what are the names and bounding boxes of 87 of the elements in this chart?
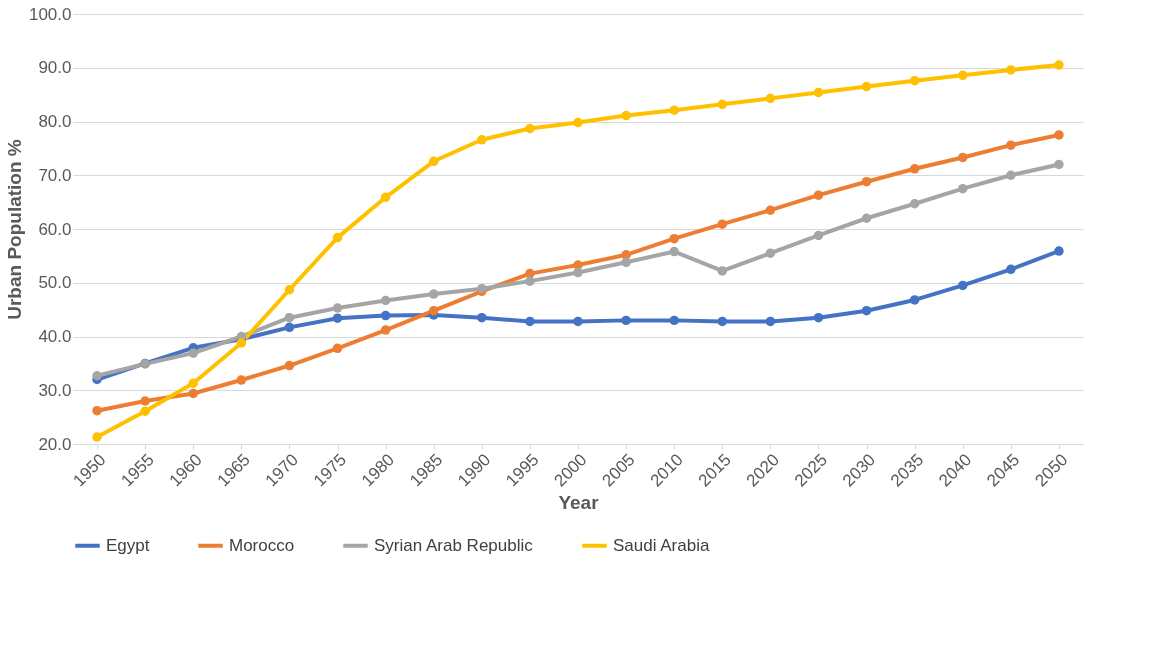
point (669, 233, 679, 244)
legend-label: Egypt (106, 535, 150, 555)
point (1054, 60, 1064, 70)
point (428, 156, 439, 167)
point (717, 99, 728, 110)
point (140, 396, 150, 406)
point (380, 325, 391, 335)
point (909, 75, 920, 86)
point (958, 183, 968, 194)
point (909, 295, 920, 305)
point (188, 388, 198, 399)
point (861, 81, 872, 92)
point (669, 246, 679, 257)
point (236, 375, 247, 385)
point (284, 322, 295, 333)
y-tick-label: 90.0 (38, 58, 72, 78)
y-tick-label: 70.0 (38, 165, 72, 185)
point (813, 190, 824, 200)
point (861, 176, 872, 187)
y-axis-title: Urban Population % (3, 139, 25, 320)
point (332, 313, 343, 323)
point (332, 343, 343, 354)
y-tick-label: 30.0 (38, 380, 72, 400)
point (861, 213, 872, 223)
point (717, 266, 728, 276)
y-tick-label: 80.0 (38, 112, 72, 131)
y-tick-label: 60.0 (38, 219, 72, 239)
point (92, 371, 102, 381)
point (813, 230, 824, 241)
point (621, 257, 631, 268)
point (621, 315, 631, 326)
point (525, 123, 535, 134)
point (813, 312, 824, 323)
point (428, 305, 439, 316)
point (958, 70, 968, 81)
point (525, 316, 535, 327)
point (1006, 264, 1016, 275)
point (717, 219, 728, 229)
point (1054, 159, 1064, 170)
point (765, 316, 776, 327)
point (1054, 246, 1064, 256)
point (1006, 170, 1016, 180)
point (284, 312, 295, 323)
legend-label: Syrian Arab Republic (374, 535, 534, 555)
y-tick-label: 100.0 (28, 4, 72, 24)
point (1006, 65, 1016, 75)
x-axis-title: Year (558, 491, 600, 513)
y-tick-label: 50.0 (38, 273, 72, 293)
point (669, 105, 679, 115)
point (92, 405, 102, 416)
point (861, 305, 872, 316)
point (1054, 130, 1064, 140)
point (909, 199, 920, 209)
point (1006, 140, 1016, 150)
legend-label: Saudi Arabia (613, 535, 710, 555)
point (909, 164, 920, 174)
point (380, 310, 391, 321)
point (477, 135, 487, 145)
point (284, 285, 295, 295)
point (958, 280, 968, 291)
point (188, 378, 198, 388)
point (428, 289, 439, 299)
point (140, 406, 150, 416)
point (765, 248, 776, 258)
point (573, 267, 583, 278)
point (92, 432, 102, 442)
point (380, 192, 391, 203)
point (621, 110, 631, 121)
point (573, 316, 583, 327)
point (236, 338, 247, 348)
point (669, 315, 679, 326)
point (380, 295, 391, 306)
point (525, 276, 535, 286)
point (188, 348, 198, 358)
point (813, 87, 824, 98)
point (765, 93, 776, 104)
point (332, 303, 343, 313)
legend-label: Morocco (229, 535, 295, 555)
point (284, 360, 295, 371)
point (332, 232, 343, 243)
point (958, 152, 968, 163)
point (477, 312, 487, 323)
y-tick-label: 40.0 (38, 327, 72, 346)
point (717, 316, 728, 327)
point (765, 205, 776, 215)
point (573, 117, 583, 128)
y-tick-label: 20.0 (38, 434, 72, 454)
